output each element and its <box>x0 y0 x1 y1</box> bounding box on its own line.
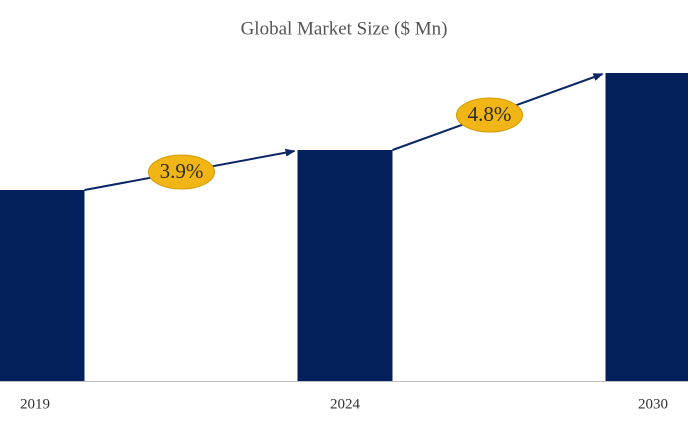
cagr-badge <box>148 154 215 190</box>
x-tick-label: 2030 <box>638 396 668 412</box>
bar <box>297 150 393 381</box>
cagr-label: 3.9% <box>160 159 204 183</box>
cagr-label: 4.8% <box>468 102 512 126</box>
x-tick-label: 2024 <box>330 396 361 412</box>
x-tick-label: 2019 <box>20 396 50 412</box>
bar <box>0 190 85 381</box>
cagr-badge <box>456 97 523 133</box>
bar <box>605 73 688 381</box>
chart-title: Global Market Size ($ Mn) <box>241 18 448 39</box>
